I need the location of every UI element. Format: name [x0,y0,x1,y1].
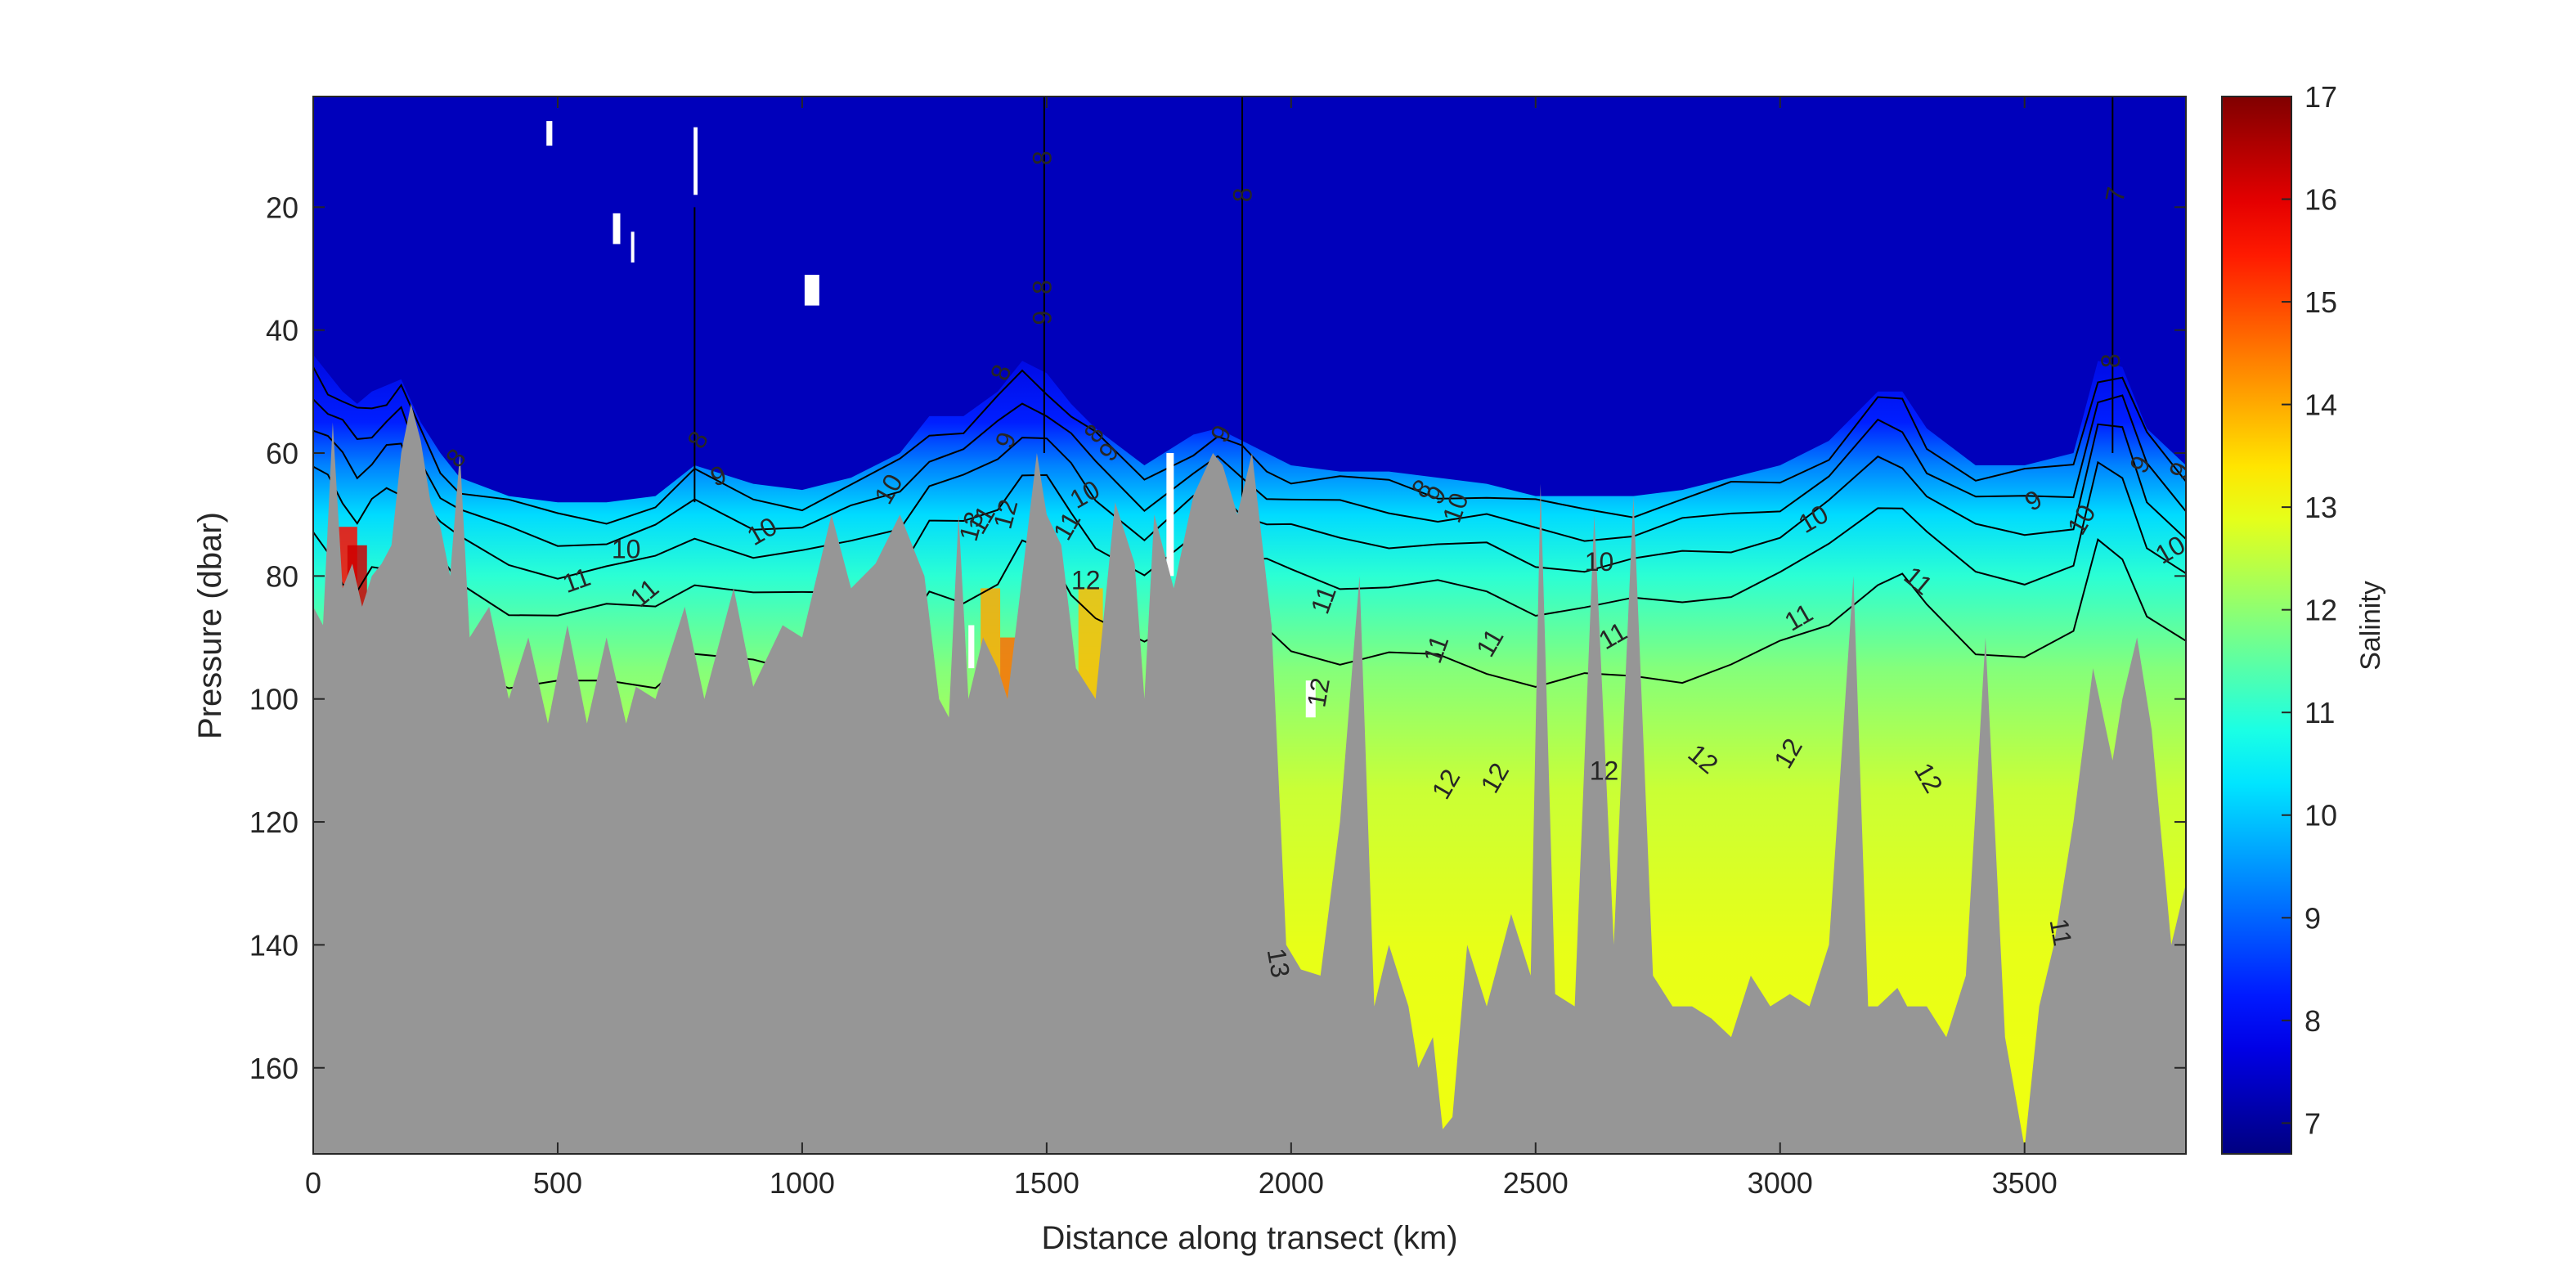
contour-label: 10 [612,535,641,564]
contour-label: 7 [2100,185,2132,204]
colorbar-tick-label: 16 [2304,183,2337,217]
contour-label: 8 [1027,280,1057,294]
colorbar-tick-label: 15 [2304,285,2337,319]
colorbar-tick-label: 12 [2304,594,2337,627]
contour-line [313,423,2186,580]
contour-label: 13 [1262,946,1296,980]
y-tick-label: 120 [249,806,298,839]
contour-label: 8 [1227,187,1257,202]
colorbar-tick-label: 7 [2304,1106,2321,1140]
colorbar-label: Salinity [2355,581,2386,671]
contour-line [313,394,2186,547]
data-gap [1166,453,1174,577]
contour-label: 12 [1071,565,1101,595]
contour-label: 8 [1027,150,1057,165]
x-tick-label: 3000 [1748,1166,1813,1200]
data-gap [968,625,975,669]
x-tick-label: 2000 [1259,1166,1324,1200]
x-tick-label: 1500 [1014,1166,1079,1200]
seabed-bathymetry [313,403,2186,1154]
x-tick-label: 0 [305,1166,321,1200]
colorbar-tick-label: 11 [2304,696,2335,729]
contour-label: 12 [1301,675,1335,709]
colorbar-tick-label: 13 [2304,491,2337,524]
data-gap [613,213,621,245]
data-gap [1305,680,1316,718]
x-tick-label: 3500 [1992,1166,2058,1200]
y-tick-label: 40 [266,314,298,348]
x-tick-label: 1000 [770,1166,835,1200]
contour-label: 10 [1585,547,1614,577]
contour-label: 11 [2044,916,2077,948]
colorbar-gradient-bar [2221,96,2292,1155]
y-tick-label: 60 [266,437,298,470]
y-tick-label: 140 [249,928,298,962]
x-tick-label: 2500 [1503,1166,1568,1200]
x-axis-ticks: 0 500 1000 1500 2000 2500 3000 3500 [305,96,2058,1200]
colorbar-tick-label: 17 [2304,80,2337,114]
contour-label: 12 [1590,756,1619,785]
x-axis-label: Distance along transect (km) [1041,1220,1457,1256]
x-tick-label: 500 [533,1166,582,1200]
plot-frame [312,96,2187,1155]
y-tick-label: 80 [266,559,298,593]
contour-line [313,366,2186,525]
colorbar-tick-label: 10 [2304,799,2337,832]
y-tick-label: 100 [249,683,298,716]
contour-label: 9 [1027,311,1057,325]
data-gap [631,231,635,263]
colorbar-ticks: 7 8 9 10 11 12 13 14 15 16 17 [2282,80,2337,1140]
contour-label: 8 [2096,353,2125,368]
colorbar: 7 8 9 10 11 12 13 14 15 16 17 Salinity [2221,80,2386,1155]
data-gap [804,275,819,306]
y-axis-ticks: 20 40 60 80 100 120 140 160 [249,191,2186,1085]
data-gaps [546,121,1316,718]
y-tick-label: 160 [249,1052,298,1085]
colorbar-tick-label: 9 [2304,901,2321,935]
colorbar-tick-label: 8 [2304,1004,2321,1038]
y-tick-label: 20 [266,191,298,224]
y-axis-label: Pressure (dbar) [192,512,228,739]
colorbar-tick-label: 14 [2304,388,2337,422]
data-gap [693,127,698,195]
data-gap [546,121,553,146]
